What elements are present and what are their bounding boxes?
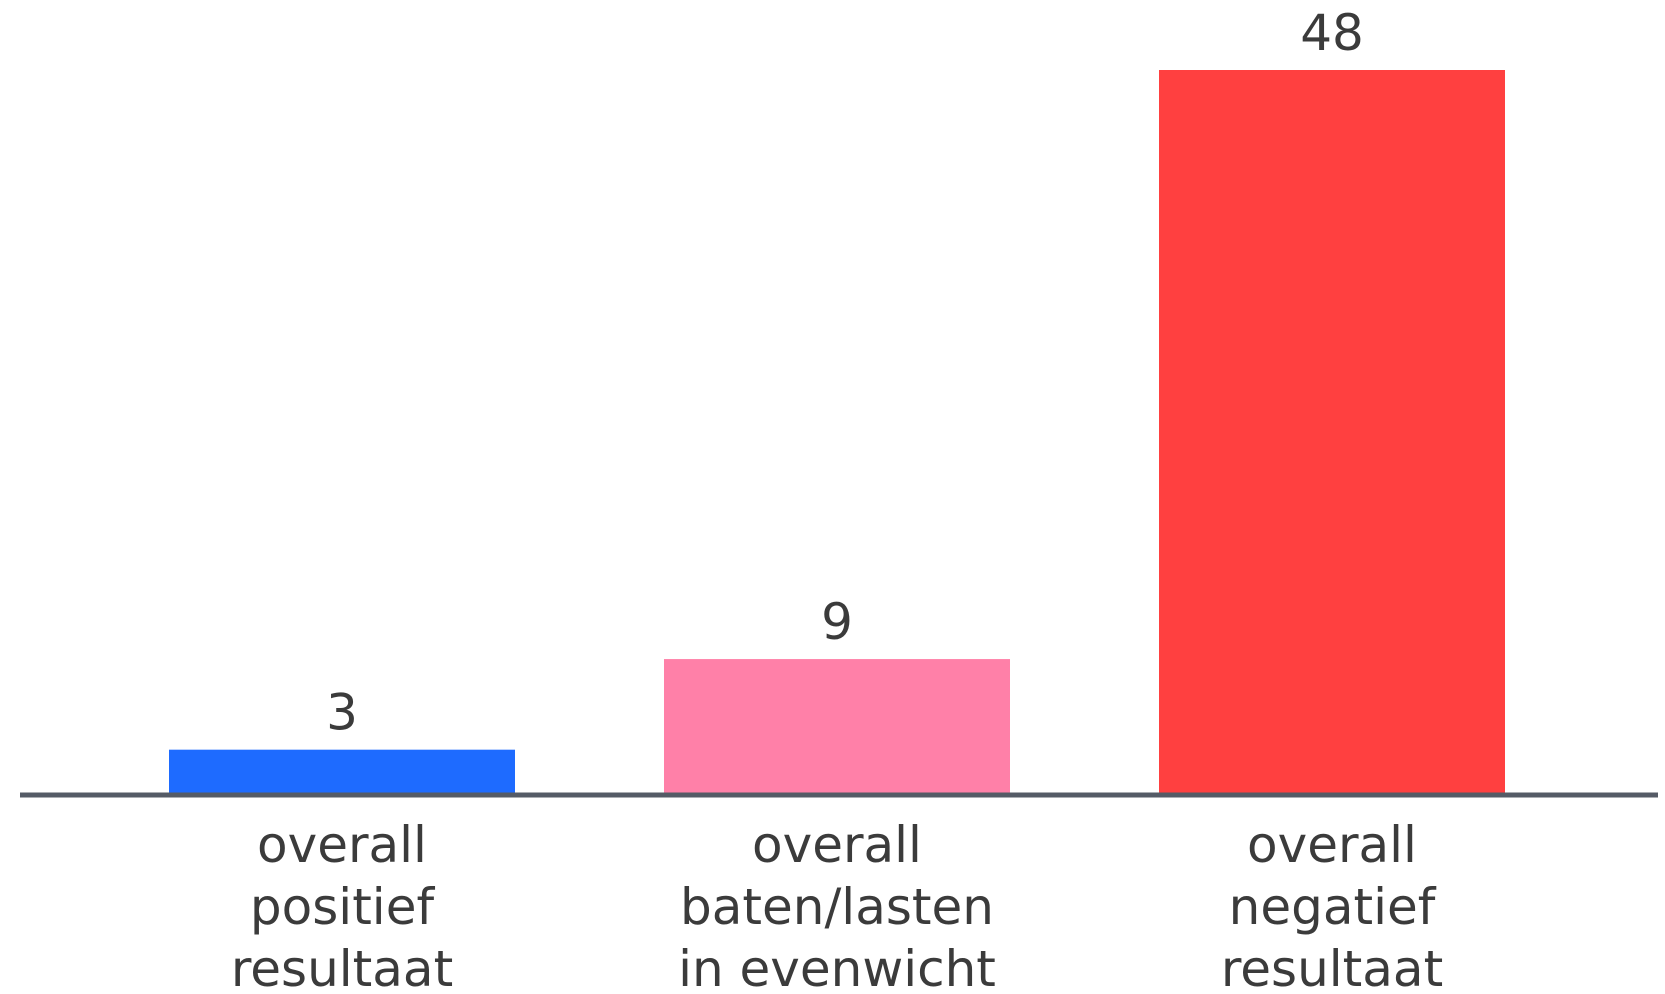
bar-2: [664, 659, 1010, 795]
category-label-2-line-1: overall: [752, 816, 922, 874]
value-labels-group: 3 9 48: [326, 4, 1364, 742]
category-label-2-line-3: in evenwicht: [678, 940, 996, 994]
bars-group: [169, 70, 1505, 795]
category-label-1-line-3: resultaat: [231, 940, 453, 994]
bar-3: [1159, 70, 1505, 795]
value-label-1: 3: [326, 684, 358, 742]
category-label-3-line-1: overall: [1247, 816, 1417, 874]
category-labels-group: overallpositiefresultaatoverallbaten/las…: [231, 816, 1443, 994]
category-label-3-line-2: negatief: [1229, 878, 1437, 936]
category-label-1-line-2: positief: [250, 878, 436, 936]
value-label-3: 48: [1300, 4, 1364, 62]
category-label-1-line-1: overall: [257, 816, 427, 874]
category-label-3-line-3: resultaat: [1221, 940, 1443, 994]
category-label-2-line-2: baten/lasten: [680, 878, 994, 936]
bar-1: [169, 749, 515, 795]
value-label-2: 9: [821, 593, 853, 651]
